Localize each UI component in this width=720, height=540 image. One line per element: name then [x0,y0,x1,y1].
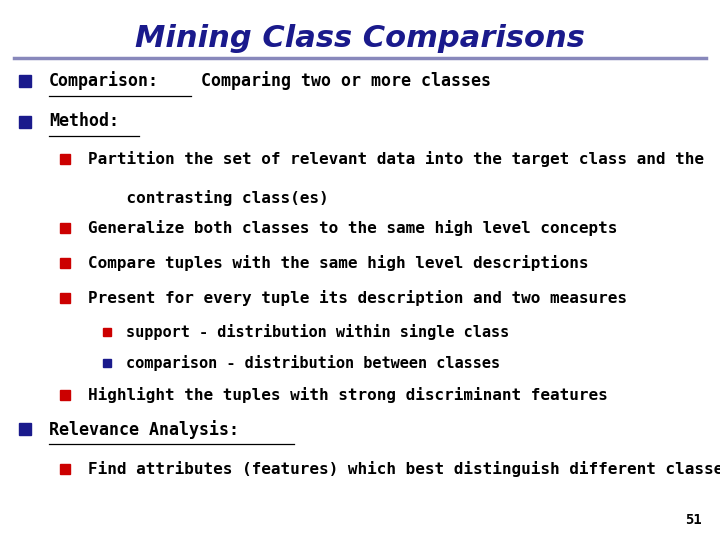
Text: comparison - distribution between classes: comparison - distribution between classe… [126,355,500,372]
Text: Generalize both classes to the same high level concepts: Generalize both classes to the same high… [88,220,617,237]
Text: Present for every tuple its description and two measures: Present for every tuple its description … [88,289,627,306]
Text: Compare tuples with the same high level descriptions: Compare tuples with the same high level … [88,255,588,271]
Text: support - distribution within single class: support - distribution within single cla… [126,324,509,340]
Text: contrasting class(es): contrasting class(es) [88,190,328,206]
Text: Comparing two or more classes: Comparing two or more classes [191,71,491,91]
Text: Mining Class Comparisons: Mining Class Comparisons [135,24,585,53]
Text: Find attributes (features) which best distinguish different classes: Find attributes (features) which best di… [88,461,720,477]
Text: Highlight the tuples with strong discriminant features: Highlight the tuples with strong discrim… [88,387,608,403]
Text: Method:: Method: [49,112,119,131]
Text: Partition the set of relevant data into the target class and the: Partition the set of relevant data into … [88,151,704,167]
Text: Relevance Analysis:: Relevance Analysis: [49,420,239,439]
Text: Comparison:: Comparison: [49,71,159,91]
Text: 51: 51 [685,512,702,526]
